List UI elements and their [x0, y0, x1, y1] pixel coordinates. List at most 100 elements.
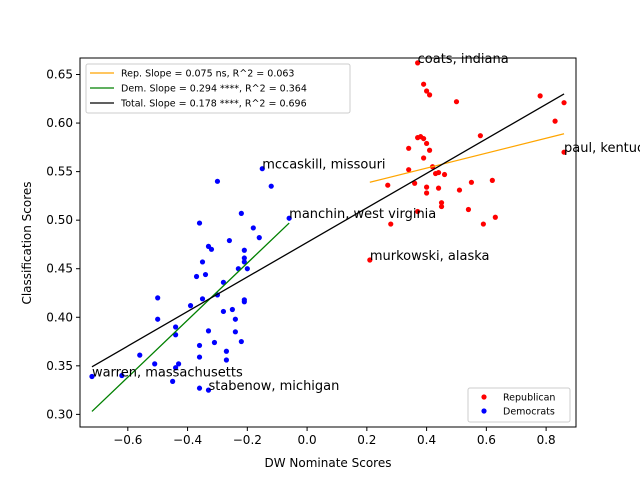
data-point-democrats — [205, 387, 212, 393]
data-point-democrats — [173, 365, 179, 371]
data-point-democrats — [155, 316, 161, 322]
data-point-republican — [424, 140, 430, 147]
data-point-democrats — [226, 237, 232, 244]
data-point-democrats — [232, 316, 238, 322]
data-point-republican — [412, 180, 418, 186]
data-point-democrats — [211, 339, 218, 346]
y-tick-label: 0.45 — [46, 262, 73, 276]
y-tick-label: 0.35 — [46, 359, 73, 373]
data-point-republican — [426, 92, 433, 98]
legend-series-label: Democrats — [503, 407, 555, 418]
x-tick-label: −0.6 — [113, 433, 142, 447]
data-point-democrats — [152, 361, 158, 367]
legend-fit-lines: Rep. Slope = 0.075 ns, R^2 = 0.063 Dem. S… — [85, 63, 351, 114]
fit-line-total — [91, 93, 565, 368]
data-point-democrats — [196, 220, 203, 226]
x-tick-label: 0.2 — [357, 433, 376, 447]
data-point-republican — [561, 149, 567, 155]
plot-area: coats, indiana paul, kentucky mccaskill, m… — [46, 52, 640, 447]
y-tick-label: 0.65 — [46, 68, 73, 82]
data-point-democrats — [241, 255, 247, 261]
data-point-republican — [552, 118, 558, 124]
data-point-republican — [426, 147, 433, 153]
fit-line-republican — [369, 133, 565, 183]
data-point-democrats — [238, 210, 244, 216]
data-point-republican — [435, 185, 442, 191]
data-point-democrats — [244, 266, 250, 272]
y-tick-label: 0.60 — [46, 116, 73, 130]
data-point-republican — [424, 190, 430, 196]
data-point-democrats — [241, 259, 247, 265]
data-point-republican — [537, 93, 543, 99]
data-point-republican — [385, 182, 391, 188]
data-point-republican — [438, 203, 445, 210]
data-point-republican — [421, 155, 427, 161]
data-point-democrats — [170, 378, 176, 384]
data-point-republican — [468, 179, 475, 185]
data-point-democrats — [155, 295, 161, 301]
data-point-republican — [421, 81, 427, 87]
data-point-democrats — [137, 352, 143, 358]
data-point-democrats — [223, 348, 230, 354]
y-tick-label: 0.30 — [46, 407, 73, 421]
data-point-democrats — [196, 385, 203, 391]
data-point-republican — [489, 177, 495, 183]
data-point-republican — [453, 99, 460, 105]
data-point-democrats — [250, 225, 256, 231]
data-point-democrats — [202, 271, 209, 278]
data-point-democrats — [220, 308, 227, 315]
data-point-republican — [367, 257, 373, 263]
data-point-republican — [477, 133, 483, 139]
data-point-republican — [480, 221, 486, 227]
legend-series-box — [467, 387, 571, 423]
series-republican — [367, 60, 567, 263]
legend-series: Republican Democrats — [467, 387, 571, 423]
data-point-democrats — [214, 178, 221, 184]
x-tick-label: −0.2 — [233, 433, 262, 447]
data-point-republican — [406, 167, 412, 173]
data-point-republican — [492, 214, 498, 220]
data-point-democrats — [199, 259, 206, 265]
data-point-democrats — [223, 357, 230, 363]
data-point-democrats — [268, 183, 274, 189]
x-tick-label: −0.4 — [173, 433, 202, 447]
y-tick-label: 0.55 — [46, 165, 73, 179]
data-layer — [89, 60, 567, 412]
data-point-democrats — [286, 215, 292, 221]
legend-series-marker — [481, 408, 487, 414]
y-axis-label: Classification Scores — [20, 181, 34, 304]
data-point-republican — [465, 206, 472, 213]
point-annotation: manchin, west virginia — [289, 207, 436, 222]
data-point-democrats — [196, 342, 203, 349]
plot-frame — [79, 57, 577, 428]
data-point-republican — [432, 170, 439, 177]
x-tick-label: 0.0 — [298, 433, 317, 447]
data-point-democrats — [220, 279, 227, 285]
data-point-democrats — [205, 243, 212, 249]
x-axis-label: DW Nominate Scores — [265, 456, 392, 470]
data-point-democrats — [89, 373, 95, 380]
point-annotation: warren, massachusetts — [92, 366, 243, 381]
data-point-democrats — [205, 328, 212, 334]
data-point-democrats — [193, 273, 200, 280]
y-tick-label: 0.40 — [46, 310, 73, 324]
data-point-republican — [406, 145, 412, 151]
data-point-democrats — [196, 354, 203, 360]
data-point-republican — [415, 208, 421, 215]
data-point-republican — [438, 200, 445, 206]
data-point-democrats — [259, 166, 265, 172]
point-annotation: murkowski, alaska — [370, 249, 490, 264]
legend-fit-label: Dem. Slope = 0.294 ****, R^2 = 0.364 — [121, 84, 307, 95]
data-point-republican — [424, 88, 430, 94]
x-tick-label: 0.8 — [537, 433, 556, 447]
data-point-republican — [424, 184, 430, 190]
x-tick-label: 0.6 — [477, 433, 496, 447]
data-point-republican — [415, 60, 421, 66]
data-point-democrats — [241, 299, 247, 305]
data-point-democrats — [229, 306, 235, 313]
data-point-republican — [456, 187, 463, 193]
data-point-democrats — [238, 338, 244, 345]
data-point-democrats — [256, 235, 262, 241]
data-point-democrats — [199, 296, 206, 302]
